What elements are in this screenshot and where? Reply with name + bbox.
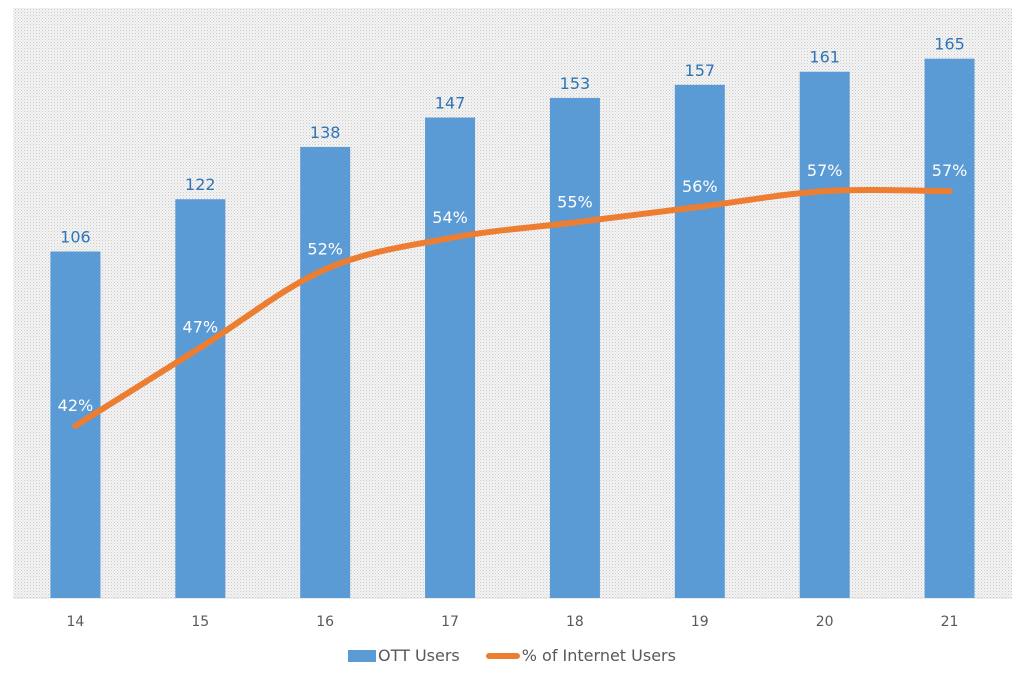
line-label-21: 57% xyxy=(932,161,968,180)
line-label-18: 55% xyxy=(557,192,593,211)
bar-16 xyxy=(300,146,351,598)
line-label-17: 54% xyxy=(432,208,468,227)
line-label-16: 52% xyxy=(307,239,343,258)
x-tick-17: 17 xyxy=(441,614,459,630)
x-tick-19: 19 xyxy=(691,614,709,630)
bar-label-14: 106 xyxy=(60,228,91,247)
legend-label-ott: OTT Users xyxy=(378,646,460,665)
x-tick-16: 16 xyxy=(316,614,334,630)
bar-label-20: 161 xyxy=(809,48,840,67)
bar-label-15: 122 xyxy=(185,175,216,194)
bar-15 xyxy=(175,199,226,598)
legend: OTT Users % of Internet Users xyxy=(348,646,676,665)
line-label-20: 57% xyxy=(807,161,843,180)
x-tick-14: 14 xyxy=(67,614,85,630)
bar-label-17: 147 xyxy=(435,94,466,113)
bar-label-18: 153 xyxy=(560,74,591,93)
line-label-14: 42% xyxy=(58,396,94,415)
x-tick-15: 15 xyxy=(191,614,209,630)
bar-label-16: 138 xyxy=(310,123,341,142)
legend-swatch-line xyxy=(485,652,520,659)
bar-label-19: 157 xyxy=(685,61,716,80)
bar-label-21: 165 xyxy=(934,35,965,54)
bar-21 xyxy=(924,58,975,599)
x-tick-18: 18 xyxy=(566,614,584,630)
legend-swatch-bar xyxy=(348,649,376,662)
series-line-internet-users xyxy=(72,186,953,429)
x-tick-20: 20 xyxy=(816,614,834,630)
plot-area xyxy=(13,8,1012,598)
bar-19 xyxy=(674,84,725,599)
line-label-15: 47% xyxy=(183,318,219,337)
legend-label-internet: % of Internet Users xyxy=(521,646,676,665)
x-tick-21: 21 xyxy=(941,614,959,630)
bar-17 xyxy=(425,117,476,598)
line-label-19: 56% xyxy=(682,177,718,196)
bar-18 xyxy=(549,97,600,599)
bar-20 xyxy=(799,71,850,598)
